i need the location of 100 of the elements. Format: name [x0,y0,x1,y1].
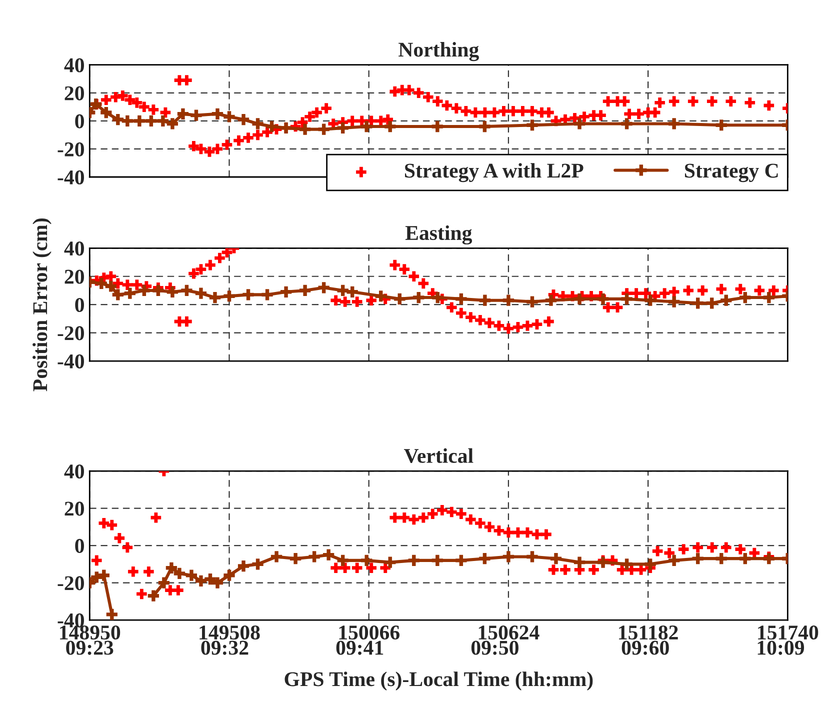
x2-tick-label: 09:60 [622,640,669,655]
point [716,120,727,131]
x2-tick-label: 09:50 [471,640,518,655]
point [195,575,207,586]
point [456,293,467,304]
point [706,542,718,553]
point [678,544,689,554]
point [224,570,235,581]
point [186,570,198,581]
point [280,286,292,298]
point [290,553,302,564]
x-tick-label: 149508 [200,626,260,640]
point [270,551,282,562]
point [106,520,118,530]
point [475,518,486,528]
point [668,118,680,130]
point [238,560,250,572]
point [166,118,178,130]
point [692,542,703,553]
point [548,564,559,575]
point [621,293,632,304]
point [644,294,656,306]
point [720,542,732,553]
point [100,106,112,118]
point [503,527,514,538]
y-tick-label: -40 [58,354,84,368]
y-tick-label: 40 [64,58,84,72]
point [337,554,348,566]
point [224,111,235,122]
point [692,553,704,564]
point [224,290,235,302]
chart-title: Easting [405,225,472,244]
point [644,558,656,570]
point [432,292,444,304]
y-tick-label: -20 [58,576,84,590]
point [432,120,443,132]
point [597,293,609,304]
point [526,551,538,562]
y-tick-label: 0 [75,114,84,128]
point [106,608,118,620]
x2-tick-label: 09:23 [66,640,114,655]
point [136,588,147,600]
point [502,551,514,562]
point [134,115,145,126]
point [456,554,467,566]
y-axis-title: Position Error (cm) [32,218,52,392]
point [375,290,386,302]
point [479,120,490,132]
point [735,544,746,554]
point [621,118,632,130]
point [148,590,159,602]
x2-tick-label: 09:32 [201,640,248,655]
point [408,514,420,525]
point [128,566,138,577]
x-tick-label: 151740 [758,626,818,640]
point [337,122,348,134]
point [330,562,341,574]
point [318,124,330,135]
point [300,284,311,296]
point [252,558,264,570]
y-tick-label: 40 [64,464,84,479]
point [479,294,490,306]
point [560,564,570,575]
point [346,286,358,298]
point [157,115,168,126]
x-tick-label: 150624 [478,626,540,640]
point [300,124,311,135]
point [181,284,192,296]
point [668,554,680,566]
point [437,505,448,516]
point [484,522,495,532]
y-tick-label: 40 [64,242,84,256]
point [384,120,396,132]
y-tick-label: 20 [64,270,84,284]
point [98,570,110,581]
point [158,577,170,588]
y-tick-label: 0 [75,298,84,312]
point [574,118,586,130]
point [413,292,424,304]
y-tick-label: -40 [58,170,84,184]
chart-title: Northing [398,42,479,62]
point [526,296,538,308]
x-tick-label: 148950 [60,626,120,640]
legend-label: Strategy C [684,164,778,182]
point [174,568,186,580]
point [763,553,774,564]
point [408,554,420,566]
point [242,289,254,300]
point [366,562,377,574]
point [399,512,410,523]
x2-tick-label: 10:09 [758,640,804,655]
point [308,551,320,562]
point [418,512,429,523]
point [716,553,727,564]
point [212,577,224,588]
point [384,556,396,568]
point [166,286,178,298]
point [262,289,273,300]
point [394,293,406,304]
y-tick-label: 0 [75,538,84,553]
